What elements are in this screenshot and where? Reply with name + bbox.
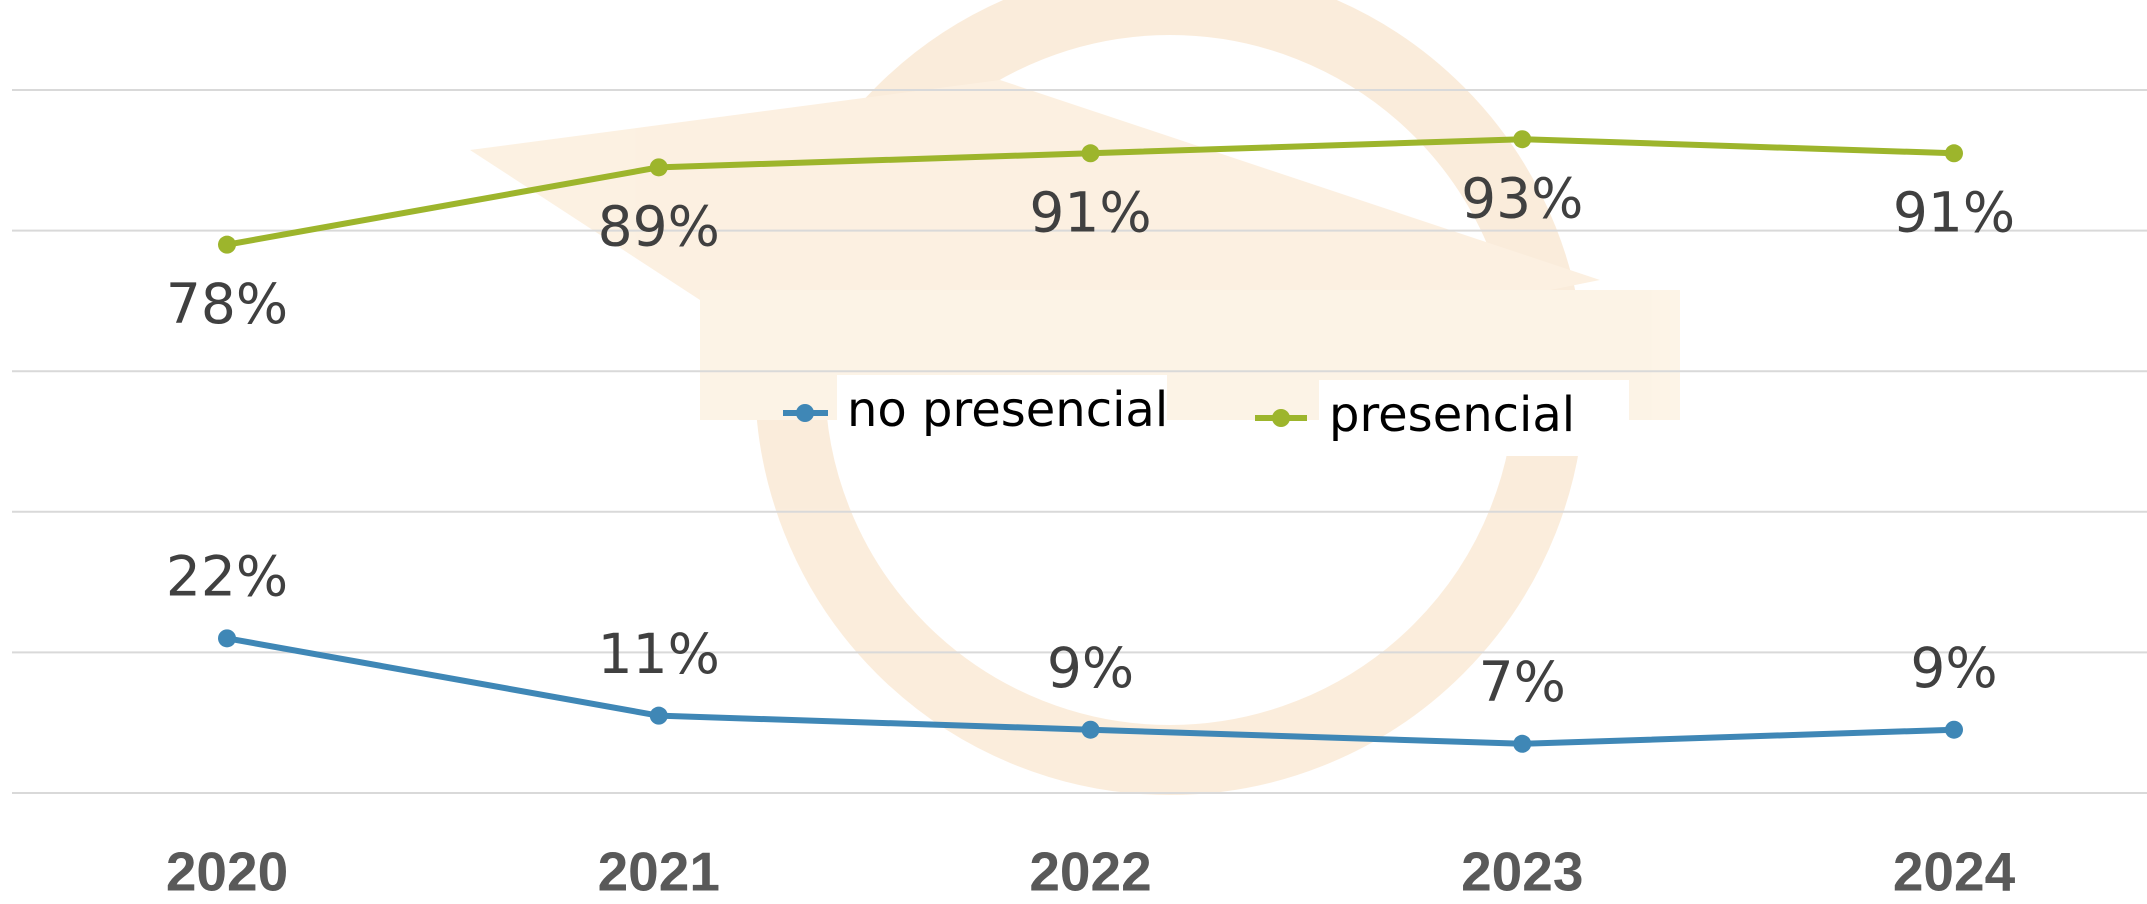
- data-point: [649, 158, 668, 177]
- grid: [12, 89, 2147, 794]
- data-point: [1945, 720, 1963, 739]
- data-point: [218, 629, 236, 648]
- x-tick-label: 2023: [1461, 841, 1583, 900]
- data-label: 91%: [1893, 180, 2015, 244]
- data-point: [1081, 144, 1100, 163]
- data-label: 89%: [598, 194, 720, 258]
- data-label: 9%: [1910, 636, 1997, 700]
- legend-marker: [1272, 409, 1290, 427]
- data-label: 9%: [1047, 636, 1134, 700]
- legend-label: no presencial: [847, 382, 1168, 438]
- x-tick-label: 2022: [1029, 841, 1151, 900]
- data-label: 91%: [1029, 180, 1151, 244]
- legend-label: presencial: [1329, 387, 1575, 443]
- x-tick-label: 2024: [1893, 841, 2016, 900]
- legend: no presencial presencial: [783, 375, 1629, 456]
- data-label: 22%: [166, 544, 288, 608]
- data-point: [1513, 734, 1532, 753]
- data-label: 11%: [598, 622, 720, 686]
- legend-bg: [1319, 380, 1629, 456]
- data-label: 78%: [166, 272, 288, 336]
- plot: 2020 2021 2022 2023 2024 22% 11% 9% 7% 9% 78% 89% 91…: [166, 130, 2016, 903]
- data-point: [1081, 720, 1100, 739]
- data-point: [218, 235, 236, 254]
- data-label: 7%: [1479, 650, 1566, 714]
- x-tick-label: 2021: [598, 841, 720, 900]
- data-label: 93%: [1461, 166, 1583, 230]
- legend-marker: [796, 404, 814, 422]
- data-point: [649, 706, 668, 725]
- data-point: [1945, 144, 1963, 163]
- legend-bg: [837, 375, 1167, 451]
- data-point: [1513, 130, 1532, 149]
- x-tick-label: 2020: [166, 841, 288, 900]
